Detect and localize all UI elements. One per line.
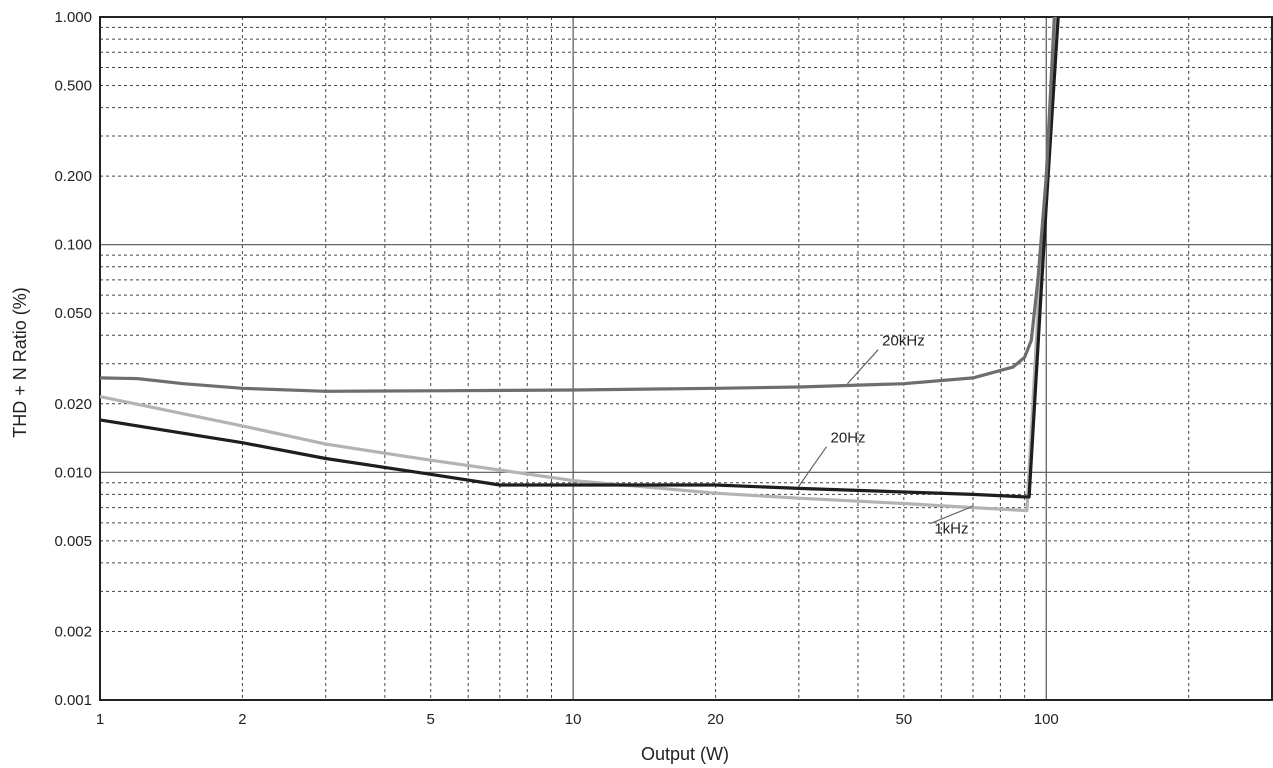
minor-grid [100,17,1273,700]
series-layer: 20kHz 20Hz 1kHz [99,16,1060,538]
series-line-20kHz [99,16,1056,393]
y-tick-label: 0.020 [54,396,92,413]
y-tick-label: 1.000 [54,9,92,26]
y-tick-label: 0.200 [54,168,92,185]
plot-frame [99,16,1273,701]
x-tick-label: 50 [895,711,912,728]
y-tick-label: 0.050 [54,305,92,322]
x-tick-label: 20 [707,711,724,728]
x-tick-labels: 1 2 5 10 20 50 100 [96,711,1059,728]
x-tick-label: 5 [427,711,435,728]
y-tick-label: 0.100 [54,237,92,254]
y-tick-label: 0.005 [54,533,92,550]
series-label-leader [930,505,974,525]
series-label-leader [798,446,828,487]
x-tick-label: 100 [1034,711,1059,728]
y-axis-title: THD + N Ratio (%) [10,287,30,438]
y-tick-label: 0.010 [54,464,92,481]
x-tick-label: 1 [96,711,104,728]
x-axis-title: Output (W) [641,744,729,764]
major-grid [100,17,1272,700]
x-tick-label: 10 [565,711,582,728]
series-line-1kHz [99,16,1058,513]
series-label-20kHz: 20kHz [882,333,925,350]
series-label-leader [846,349,879,385]
x-tick-label: 2 [238,711,246,728]
series-label-20Hz: 20Hz [831,430,866,447]
y-tick-label: 0.500 [54,78,92,95]
series-line-20Hz [99,16,1060,499]
y-tick-label: 0.001 [54,692,92,709]
y-tick-label: 0.002 [54,623,92,640]
y-tick-labels: 0.001 0.002 0.005 0.010 0.020 0.050 0.100 0.200… [54,9,92,709]
series-label-1kHz: 1kHz [934,521,968,538]
